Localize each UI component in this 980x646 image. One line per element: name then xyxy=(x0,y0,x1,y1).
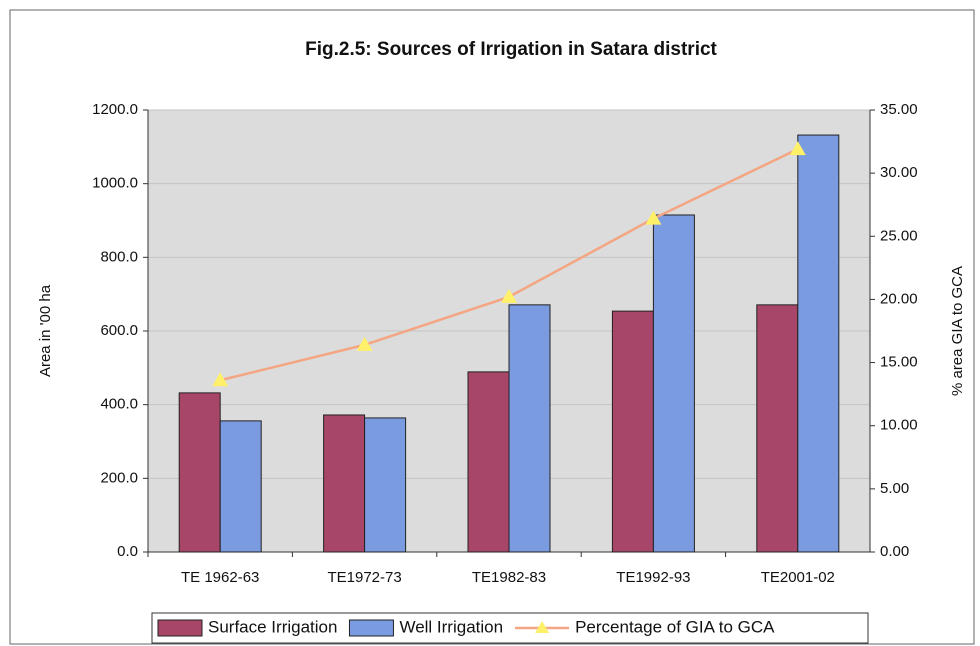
legend-label: Surface Irrigation xyxy=(208,617,337,636)
bar xyxy=(797,134,840,553)
legend-box xyxy=(151,612,869,644)
y2-tick-label: 10.00 xyxy=(880,417,918,434)
y2-tick-label: 20.00 xyxy=(880,290,918,307)
y-axis-label: Area in '00 ha xyxy=(37,284,54,377)
legend-swatch xyxy=(348,619,394,637)
bar xyxy=(467,371,510,553)
y-tick-label: 1200.0 xyxy=(92,101,138,118)
marker xyxy=(789,141,806,156)
y-tick-label: 1000.0 xyxy=(92,175,138,192)
y-tick-label: 200.0 xyxy=(100,469,138,486)
y-tick-label: 800.0 xyxy=(100,248,138,265)
bar xyxy=(364,417,407,553)
y2-tick-label: 25.00 xyxy=(880,227,918,244)
y-tick-label: 400.0 xyxy=(100,396,138,413)
bar xyxy=(611,310,654,553)
marker xyxy=(501,288,517,303)
y2-tick-label: 0.00 xyxy=(880,543,909,560)
x-tick-label: TE 1962-63 xyxy=(181,569,259,586)
legend-marker xyxy=(535,621,550,633)
y2-tick-label: 30.00 xyxy=(880,164,918,181)
x-tick-label: TE1972-73 xyxy=(327,569,401,586)
chart-title: Fig.2.5: Sources of Irrigation in Satara… xyxy=(305,39,717,60)
y2-axis-label: % area GIA to GCA xyxy=(949,266,966,396)
y-tick-label: 0.0 xyxy=(117,543,138,560)
legend-label: Percentage of GIA to GCA xyxy=(575,617,775,636)
y2-tick-label: 35.00 xyxy=(880,101,918,118)
y-tick-label: 600.0 xyxy=(100,322,138,339)
y2-tick-label: 5.00 xyxy=(880,480,909,497)
legend-label: Well Irrigation xyxy=(399,617,503,636)
marker xyxy=(356,336,373,351)
x-tick-label: TE1992-93 xyxy=(616,569,690,586)
x-tick-label: TE1982-83 xyxy=(472,569,546,586)
bar xyxy=(756,304,799,553)
marker xyxy=(645,210,662,225)
bar xyxy=(508,304,551,553)
legend-swatch xyxy=(157,619,203,637)
y2-tick-label: 15.00 xyxy=(880,354,918,371)
bar xyxy=(323,414,366,553)
x-tick-label: TE2001-02 xyxy=(761,569,835,586)
bar xyxy=(178,392,221,553)
bar xyxy=(652,214,695,553)
marker xyxy=(212,372,229,387)
bar xyxy=(219,420,262,553)
